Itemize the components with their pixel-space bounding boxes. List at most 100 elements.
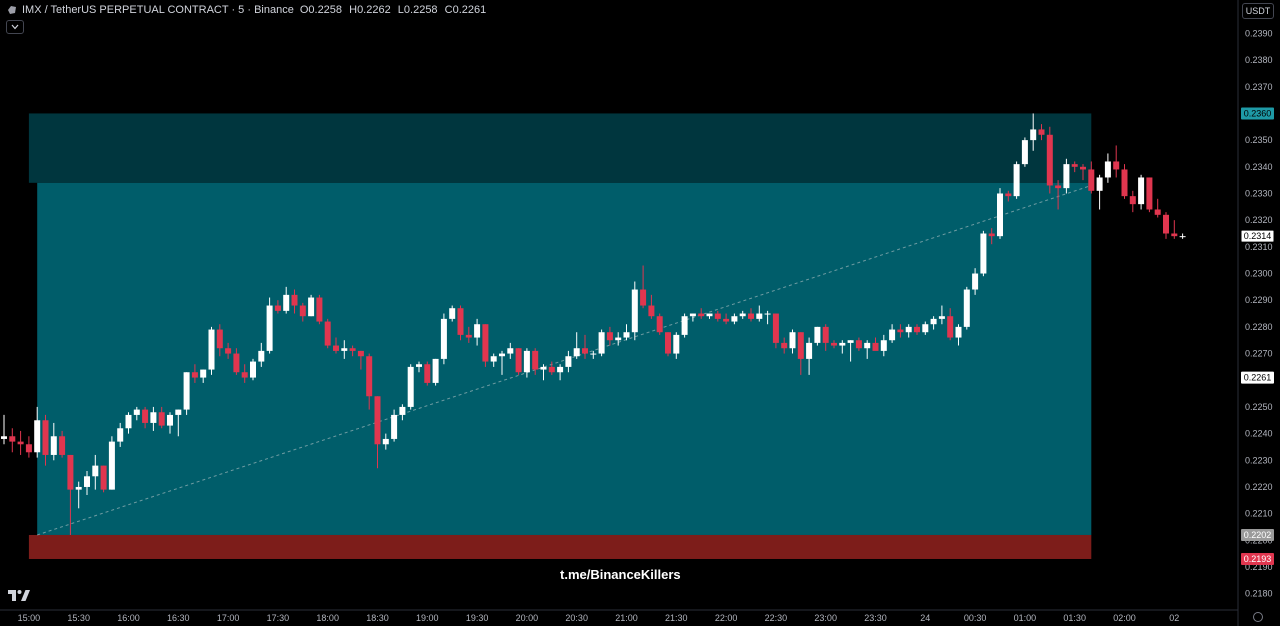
candle-body xyxy=(914,326,920,333)
candle-body xyxy=(440,318,447,359)
candle-body xyxy=(266,305,273,351)
currency-selector[interactable]: USDT xyxy=(1242,3,1274,19)
candle-body xyxy=(723,318,730,322)
trend-line xyxy=(37,185,1092,536)
candle-body xyxy=(191,372,198,378)
candle-body xyxy=(34,420,41,453)
candle-body xyxy=(465,334,472,338)
candle-body xyxy=(980,233,987,274)
candle-body xyxy=(806,342,813,359)
candle-body xyxy=(1038,129,1045,135)
candle-body xyxy=(772,313,779,343)
candle-body xyxy=(208,329,215,370)
candle-body xyxy=(706,313,713,317)
symbol-title[interactable]: IMX / TetherUS PERPETUAL CONTRACT · 5 · … xyxy=(22,4,294,16)
candle-body xyxy=(1,436,7,439)
candle-body xyxy=(1129,196,1136,205)
time-tick-label: 01:30 xyxy=(1063,613,1086,623)
candle-body xyxy=(357,350,364,357)
candle-body xyxy=(1171,233,1178,237)
price-label-box xyxy=(1240,229,1275,243)
time-tick-label: 19:00 xyxy=(416,613,439,623)
high-value: 0.2262 xyxy=(357,4,391,16)
candle-body xyxy=(175,409,182,415)
candle-body xyxy=(416,364,422,367)
candle-body xyxy=(274,305,281,311)
candle-body xyxy=(258,350,265,362)
settings-icon[interactable] xyxy=(1253,612,1263,622)
high-label: H xyxy=(349,4,358,16)
watermark-text: t.me/BinanceKillers xyxy=(560,567,681,582)
candle-body xyxy=(864,342,871,349)
candle-body xyxy=(133,409,140,415)
candle-body xyxy=(299,305,306,317)
candle-body xyxy=(17,441,24,445)
price-tick-label: 0.2390 xyxy=(1245,28,1273,38)
candle-body xyxy=(997,193,1003,237)
candle-body xyxy=(515,348,522,373)
candle-body xyxy=(1154,209,1161,215)
candle-body xyxy=(499,353,505,357)
time-tick-label: 15:30 xyxy=(67,613,90,623)
time-tick-label: 02 xyxy=(1169,613,1179,623)
time-tick-label: 24 xyxy=(920,613,930,623)
candle-body xyxy=(324,321,331,346)
candle-body xyxy=(241,372,248,378)
price-label-text: 0.2202 xyxy=(1244,530,1272,540)
price-tick-label: 0.2250 xyxy=(1245,402,1273,412)
candle-body xyxy=(880,340,887,351)
price-tick-label: 0.2270 xyxy=(1245,349,1273,359)
candle-body xyxy=(922,324,929,333)
candle-body xyxy=(382,438,389,445)
time-tick-label: 21:30 xyxy=(665,613,688,623)
candle-body xyxy=(988,233,995,237)
time-tick-label: 20:00 xyxy=(516,613,539,623)
chevron-down-icon xyxy=(11,24,19,30)
time-tick-label: 18:30 xyxy=(366,613,389,623)
candle-body xyxy=(523,350,530,373)
candle-body xyxy=(250,361,256,378)
candle-body xyxy=(673,334,680,354)
candle-body xyxy=(731,316,738,322)
legend-collapse-button[interactable] xyxy=(6,20,24,34)
candle-body xyxy=(590,353,597,355)
candle-body xyxy=(955,326,962,338)
symbol-icon xyxy=(8,6,16,14)
candle-body xyxy=(947,316,954,338)
candle-body xyxy=(648,305,655,317)
candle-body xyxy=(75,486,82,490)
candle-body xyxy=(822,326,829,343)
candle-body xyxy=(457,308,464,335)
price-label-box xyxy=(1241,371,1274,384)
candle-body xyxy=(565,356,572,367)
price-label-text: 0.2314 xyxy=(1244,231,1272,241)
candle-body xyxy=(847,340,854,343)
time-tick-label: 02:00 xyxy=(1113,613,1136,623)
candle-body xyxy=(1013,164,1020,197)
candle-body xyxy=(349,348,356,351)
candle-body xyxy=(1080,166,1086,170)
candle-body xyxy=(839,342,846,346)
candle-body xyxy=(490,356,497,362)
price-label-text: 0.2360 xyxy=(1244,108,1272,118)
candle-body xyxy=(308,297,315,317)
tradingview-logo-icon[interactable] xyxy=(8,588,30,602)
price-label-box xyxy=(1241,107,1274,120)
time-tick-label: 23:00 xyxy=(814,613,837,623)
price-label-text: 0.2261 xyxy=(1244,373,1272,383)
price-tick-label: 0.2210 xyxy=(1245,509,1273,519)
candle-body xyxy=(59,436,66,455)
price-tick-label: 0.2220 xyxy=(1245,482,1273,492)
candle-body xyxy=(482,324,489,362)
price-label-box xyxy=(1241,552,1274,565)
price-tick-label: 0.2330 xyxy=(1245,188,1273,198)
candle-body xyxy=(183,372,190,410)
candle-body xyxy=(399,406,406,415)
candle-body xyxy=(905,326,912,333)
candle-body xyxy=(100,465,107,490)
price-tick-label: 0.2280 xyxy=(1245,322,1273,332)
target-zone xyxy=(37,182,1092,535)
candle-body xyxy=(1088,169,1095,191)
